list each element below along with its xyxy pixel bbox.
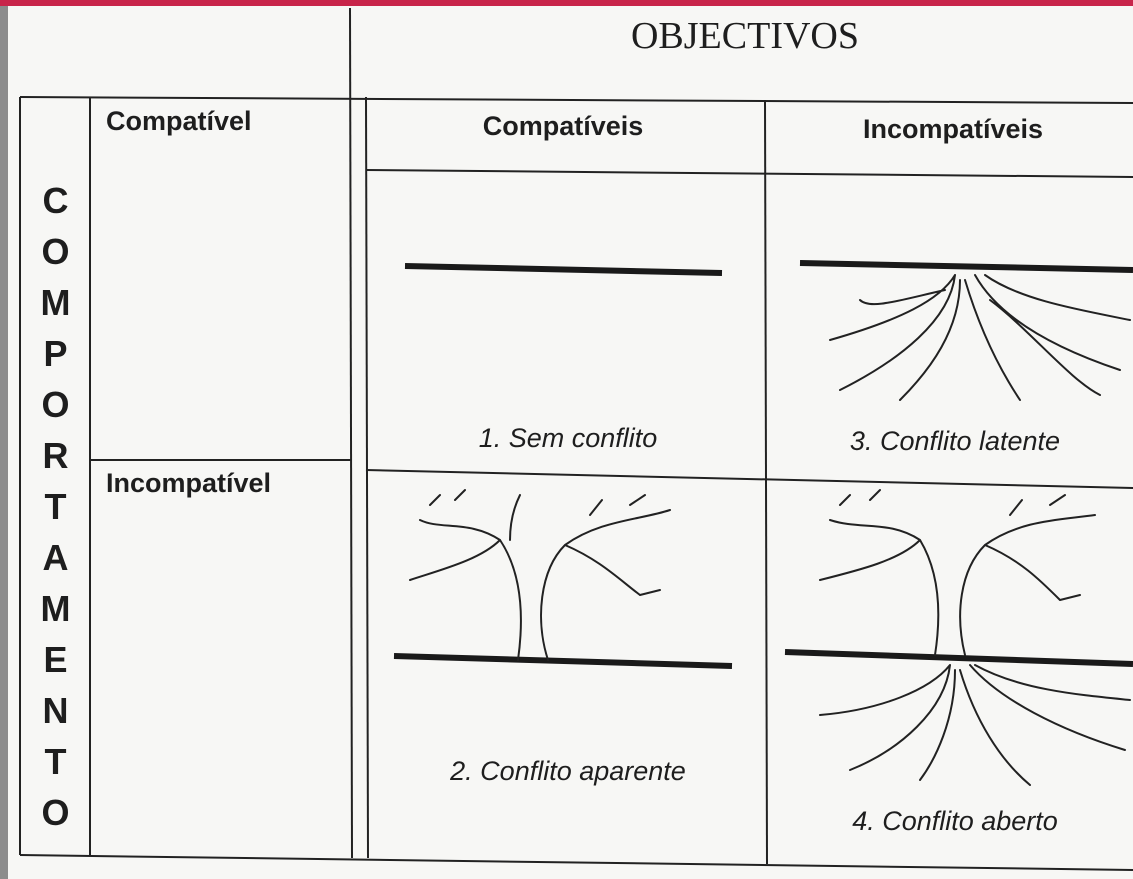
column-header: Compatíveis	[483, 111, 644, 141]
row-header: Incompatível	[106, 468, 271, 498]
row-header: Compatível	[106, 106, 252, 136]
top-bar	[0, 0, 1133, 6]
column-header: Incompatíveis	[863, 114, 1043, 144]
ground-line	[404, 263, 723, 276]
roots-illustration	[799, 260, 1133, 401]
cell-caption: 3. Conflito latente	[850, 426, 1060, 456]
table-grid	[19, 7, 1133, 871]
header-title: OBJECTIVOS	[631, 15, 859, 57]
tree-roots-illustration	[784, 489, 1133, 786]
tree-illustration	[393, 489, 733, 669]
cell-caption: 4. Conflito aberto	[852, 806, 1058, 836]
side-title: COMPORTAMENTO	[35, 180, 76, 843]
cell-caption: 2. Conflito aparente	[449, 756, 686, 786]
cell-caption: 1. Sem conflito	[479, 423, 658, 453]
